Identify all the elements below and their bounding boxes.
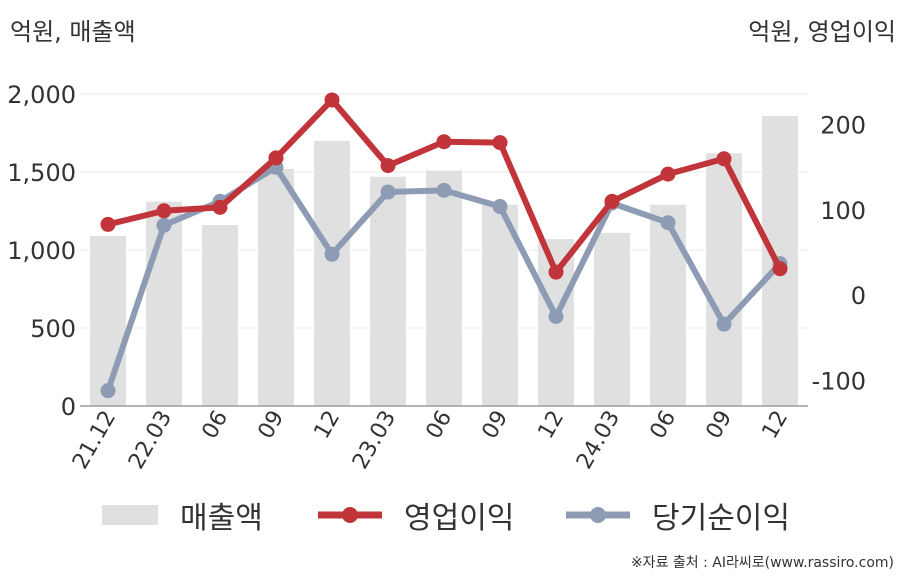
operating-profit-point — [716, 151, 732, 167]
legend: 매출액 영업이익 당기순이익 — [0, 490, 908, 540]
revenue-bar — [258, 168, 294, 406]
revenue-bar — [146, 201, 182, 406]
legend-label-net-income: 당기순이익 — [652, 501, 790, 536]
operating-profit-point — [324, 92, 340, 108]
operating-profit-point — [380, 158, 396, 174]
revenue-bar — [314, 140, 350, 407]
x-tick-label: 06 — [422, 407, 458, 444]
left-axis-unit-label: 억원, 매출액 — [10, 18, 136, 46]
x-tick-label: 12 — [310, 407, 346, 444]
net-income-point — [660, 215, 676, 231]
operating-profit-point — [268, 150, 284, 166]
revenue-bar — [594, 232, 630, 406]
operating-profit-point — [436, 134, 452, 150]
x-tick-label: 09 — [254, 407, 290, 444]
y-left-tick-label: 500 — [30, 315, 76, 343]
net-income-point — [492, 199, 508, 215]
right-axis-unit-label: 억원, 영업이익 — [748, 18, 896, 46]
x-tick-label: 06 — [646, 407, 682, 444]
x-tick-label: 24.03 — [572, 407, 625, 474]
legend-item-revenue: 매출액 — [102, 490, 263, 540]
y-left-tick-label: 1,500 — [7, 159, 76, 187]
operating-profit-point — [492, 135, 508, 151]
x-tick-label: 06 — [198, 407, 234, 444]
revenue-bar — [90, 235, 126, 406]
x-tick-label: 09 — [702, 407, 738, 444]
net-income-point — [436, 182, 452, 198]
operating-profit-point — [660, 166, 676, 182]
revenue-bar — [706, 153, 742, 406]
x-tick-label: 12 — [758, 407, 794, 444]
legend-line-swatch-operating — [318, 507, 382, 523]
source-credit: ※자료 출처 : AI라씨로(www.rassiro.com) — [630, 555, 894, 571]
net-income-point — [156, 217, 172, 233]
operating-profit-point — [100, 216, 116, 232]
revenue-bar — [650, 204, 686, 406]
legend-label-operating-profit: 영업이익 — [404, 501, 515, 536]
y-left-tick-label: 1,000 — [7, 237, 76, 265]
y-left-tick-label: 0 — [61, 393, 76, 421]
operating-profit-point — [212, 199, 228, 215]
legend-bar-swatch — [102, 505, 158, 525]
y-right-tick-label: 0 — [851, 282, 866, 310]
operating-profit-point — [772, 261, 788, 277]
net-income-point — [380, 184, 396, 200]
legend-item-operating-profit: 영업이익 — [318, 490, 514, 540]
legend-item-net-income: 당기순이익 — [566, 490, 790, 540]
net-income-point — [100, 383, 116, 399]
operating-profit-point — [156, 203, 172, 219]
net-income-point — [548, 308, 564, 324]
x-tick-label: 22.03 — [124, 407, 177, 474]
x-tick-label: 09 — [478, 407, 514, 444]
y-right-tick-label: 200 — [820, 112, 866, 140]
combo-chart: 0 500 1,000 1,500 2,000 -100 0 100 200 21.12 22.03… — [7, 81, 866, 474]
net-income-point — [324, 246, 340, 262]
legend-line-swatch-net — [566, 507, 630, 523]
revenue-bar — [482, 204, 518, 406]
operating-profit-point — [548, 264, 564, 280]
x-tick-label: 12 — [534, 407, 570, 444]
revenue-bar — [202, 225, 238, 406]
y-right-tick-label: 100 — [820, 197, 866, 225]
x-tick-label: 23.03 — [348, 407, 401, 474]
operating-profit-point — [604, 193, 620, 209]
revenue-bar — [426, 170, 462, 406]
y-left-tick-label: 2,000 — [7, 81, 76, 109]
x-tick-label: 21.12 — [68, 407, 121, 474]
revenue-bar — [370, 176, 406, 406]
y-right-tick-label: -100 — [812, 367, 866, 395]
legend-label-revenue: 매출액 — [180, 501, 263, 536]
net-income-point — [716, 316, 732, 332]
